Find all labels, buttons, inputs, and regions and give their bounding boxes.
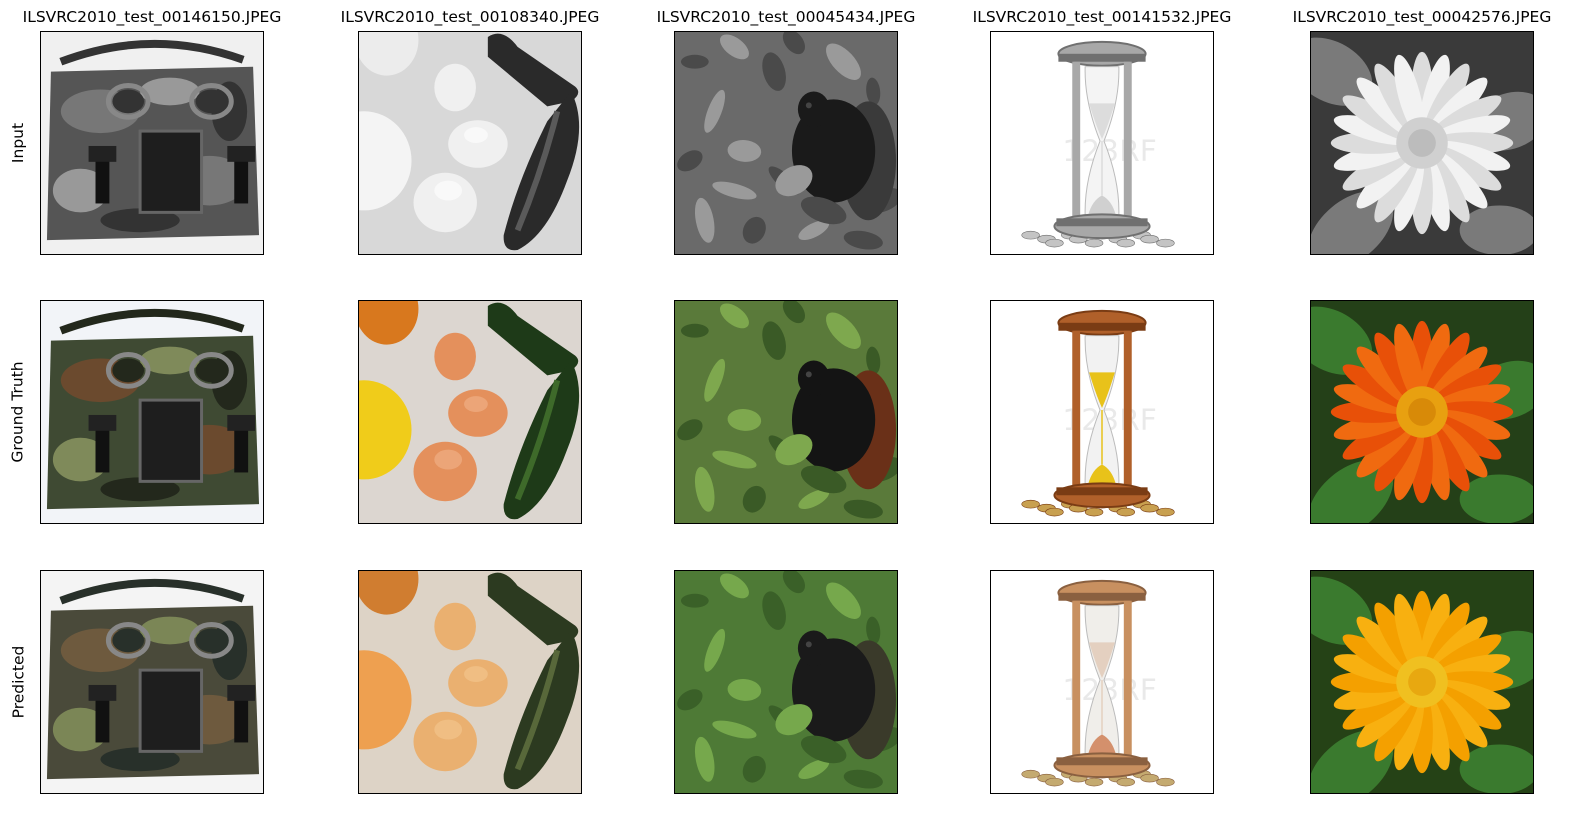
image-truth-camouflage-bag [40,300,264,524]
row-label-input: Input [9,122,28,164]
image-pred-camouflage-bag [40,570,264,794]
image-truth-flower [1310,300,1534,524]
column-title: ILSVRC2010_test_00042576.JPEG [1292,8,1552,26]
row-label-predicted: Predicted [9,645,28,719]
image-gray-flower [1310,31,1534,255]
image-truth-eggs-zucchini [358,300,582,524]
row-label-ground-truth: Ground Truth [9,361,28,463]
column-title: ILSVRC2010_test_00146150.JPEG [22,8,282,26]
image-truth-monkey-foliage [674,300,898,524]
image-truth-hourglass: 123RF [990,300,1214,524]
image-gray-eggs-zucchini [358,31,582,255]
image-gray-monkey-foliage [674,31,898,255]
image-gray-camouflage-bag [40,31,264,255]
column-title: ILSVRC2010_test_00045434.JPEG [656,8,916,26]
image-pred-hourglass: 123RF [990,570,1214,794]
image-pred-eggs-zucchini [358,570,582,794]
column-title: ILSVRC2010_test_00108340.JPEG [340,8,600,26]
image-pred-flower [1310,570,1534,794]
image-pred-monkey-foliage [674,570,898,794]
image-gray-hourglass: 123RF [990,31,1214,255]
column-title: ILSVRC2010_test_00141532.JPEG [972,8,1232,26]
